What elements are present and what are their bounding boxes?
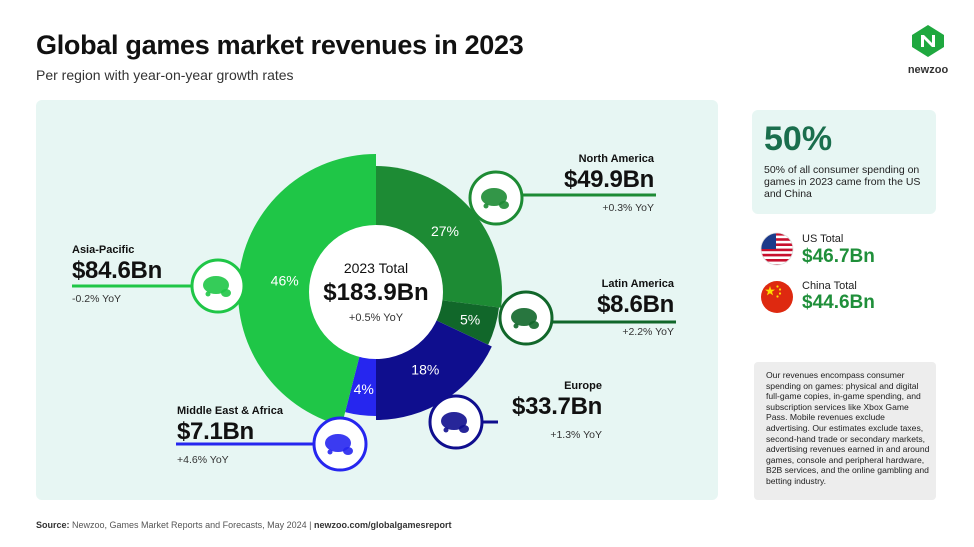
north-america-yoy: +0.3% YoY — [602, 202, 654, 214]
europe-name: Europe — [564, 380, 602, 392]
total-label: 2023 Total — [343, 260, 409, 276]
newzoo-logo[interactable]: newzoo — [906, 24, 950, 76]
stat-description: 50% of all consumer spending on games in… — [764, 164, 921, 200]
asia-pacific-value: $84.6Bn — [72, 257, 162, 284]
source-line: Source: Newzoo, Games Market Reports and… — [36, 520, 452, 530]
center-hole — [309, 225, 443, 359]
methodology-note-text: Our revenues encompass consumer spending… — [766, 370, 930, 486]
us-flag-icon — [760, 232, 794, 266]
source-link[interactable]: newzoo.com/globalgamesreport — [314, 520, 452, 530]
us-total-label: US Total — [802, 233, 844, 245]
stat-box: 50% 50% of all consumer spending on game… — [752, 110, 936, 214]
china-total-value: $44.6Bn — [802, 292, 875, 313]
north-america-value: $49.9Bn — [564, 166, 654, 193]
leader-lines — [72, 193, 676, 446]
north-america-name: North America — [578, 153, 654, 165]
latin-america-value: $8.6Bn — [597, 291, 674, 318]
total-value: $183.9Bn — [323, 279, 429, 306]
pie-label-asia-pacific: 46% — [271, 273, 299, 289]
pie-slice-asia-pacific — [238, 154, 376, 426]
pie-label-europe: 18% — [411, 362, 439, 378]
north-america-map-icon — [468, 170, 524, 226]
percent-labels: 27% 5% 18% 4% 46% — [271, 223, 481, 397]
europe-yoy: +1.3% YoY — [550, 429, 602, 441]
chart-panel: 27% 5% 18% 4% 46% 2023 Total $183.9Bn +0.5% … — [36, 100, 718, 500]
source-prefix: Source: — [36, 520, 70, 530]
asia-pacific-name: Asia-Pacific — [72, 244, 135, 256]
latin-america-map-icon — [498, 290, 554, 346]
europe-value: $33.7Bn — [512, 393, 602, 420]
asia-pacific-yoy: -0.2% YoY — [72, 293, 122, 305]
asia-pacific-map-icon — [190, 258, 246, 314]
pie-chart: 27% 5% 18% 4% 46% — [72, 154, 676, 472]
chart-title: Global games market revenues in 2023 — [36, 30, 524, 60]
chart-subtitle: Per region with year-on-year growth rate… — [36, 67, 294, 83]
total-yoy: +0.5% YoY — [348, 312, 404, 324]
pie-label-middle-east-africa: 4% — [354, 381, 374, 397]
us-total-value: $46.7Bn — [802, 246, 875, 267]
africa-map-icon — [312, 416, 368, 472]
logo-text: newzoo — [907, 64, 949, 76]
source-text: Newzoo, Games Market Reports and Forecas… — [72, 520, 307, 530]
region-map-badges — [190, 170, 554, 472]
europe-map-icon — [428, 394, 484, 450]
latin-america-yoy: +2.2% YoY — [622, 326, 674, 338]
source-separator: | — [309, 520, 312, 530]
methodology-note: Our revenues encompass consumer spending… — [754, 362, 936, 500]
center-total: 2023 Total $183.9Bn +0.5% YoY — [306, 260, 446, 324]
newzoo-logo-icon — [912, 25, 944, 57]
middle-east-africa-value: $7.1Bn — [177, 418, 254, 445]
pie-label-latin-america: 5% — [460, 311, 480, 327]
stat-percent: 50% — [764, 120, 833, 158]
china-total-label: China Total — [802, 280, 857, 292]
china-flag-icon — [761, 281, 793, 313]
middle-east-africa-yoy: +4.6% YoY — [177, 454, 229, 466]
latin-america-name: Latin America — [601, 278, 674, 290]
middle-east-africa-name: Middle East & Africa — [177, 405, 283, 417]
pie-label-north-america: 27% — [431, 223, 459, 239]
